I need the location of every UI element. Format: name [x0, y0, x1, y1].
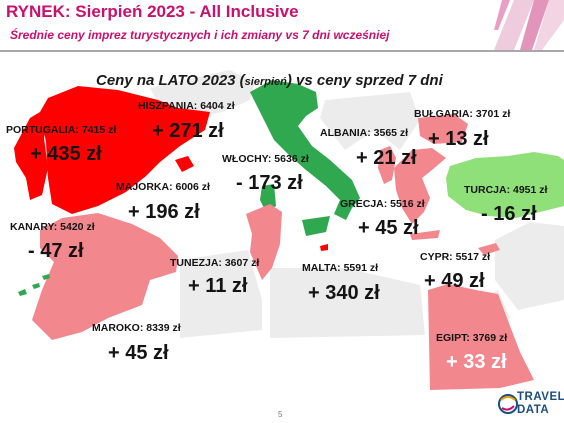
page-title: RYNEK: Sierpień 2023 - All Inclusive	[6, 2, 299, 21]
canary-islands-shape	[18, 274, 50, 296]
levant-land	[495, 222, 564, 310]
bulgaria-shape	[418, 114, 468, 144]
spain-shape	[40, 86, 210, 214]
page-number: 5	[278, 410, 283, 419]
logo-globe-icon	[498, 394, 518, 414]
malta-change-label: + 340 zł	[308, 282, 380, 304]
tunisia-shape	[246, 204, 282, 280]
maroko-change-label: + 45 zł	[108, 342, 169, 364]
tunezja-change-label: + 11 zł	[188, 275, 248, 297]
balkans-land	[320, 92, 420, 150]
sicily-shape	[302, 216, 330, 236]
header-divider	[0, 50, 564, 52]
hiszpania-change-label: + 271 zł	[152, 120, 224, 142]
tunezja-price-label: TUNEZJA: 3607 zł	[170, 257, 260, 269]
header-accent-pattern	[494, 0, 564, 50]
maroko-price-label: MAROKO: 8339 zł	[92, 322, 181, 334]
bulgaria-change-label: + 13 zł	[428, 128, 489, 150]
sardinia-shape	[260, 184, 276, 212]
morocco-shape	[32, 213, 178, 340]
wlochy-price-label: WŁOCHY: 5636 zł	[222, 153, 309, 165]
albania-price-label: ALBANIA: 3565 zł	[320, 127, 409, 139]
egipt-change-label: + 33 zł	[446, 351, 507, 373]
grecja-change-label: + 45 zł	[358, 217, 419, 239]
portugal-shape	[14, 112, 48, 200]
logo-text-line-1: TRAVEL	[517, 391, 564, 403]
map-title: Ceny na LATO 2023 (sierpień) vs ceny spr…	[96, 72, 443, 89]
portugalia-price-label: PORTUGALIA: 7415 zł	[6, 124, 117, 136]
travel-data-logo: TRAVEL DATA	[497, 388, 564, 422]
albania-shape	[378, 146, 396, 184]
italy-shape	[250, 80, 360, 220]
majorka-price-label: MAJORKA: 6006 zł	[116, 181, 210, 193]
albania-change-label: + 21 zł	[356, 147, 417, 169]
turcja-price-label: TURCJA: 4951 zł	[464, 184, 548, 196]
grecja-price-label: GRECJA: 5516 zł	[340, 198, 425, 210]
algeria-land	[180, 250, 262, 338]
turkey-shape	[446, 152, 564, 218]
wlochy-change-label: - 173 zł	[236, 172, 303, 194]
page-subtitle: Średnie ceny imprez turystycznych i ich …	[10, 28, 390, 42]
crete-shape	[410, 230, 440, 240]
cypr-change-label: + 49 zł	[424, 270, 485, 292]
majorka-change-label: + 196 zł	[128, 201, 200, 223]
logo-text-line-2: DATA	[517, 404, 550, 416]
kanary-price-label: KANARY: 5420 zł	[10, 221, 95, 233]
egypt-shape	[428, 284, 534, 390]
turcja-change-label: - 16 zł	[481, 203, 537, 225]
cypr-price-label: CYPR: 5517 zł	[420, 251, 491, 263]
bulgaria-price-label: BUŁGARIA: 3701 zł	[414, 108, 511, 120]
libya-land	[270, 268, 425, 338]
majorca-shape	[175, 156, 194, 172]
portugalia-change-label: + 435 zł	[30, 143, 102, 165]
egipt-price-label: EGIPT: 3769 zł	[436, 332, 508, 344]
france-land	[150, 70, 255, 118]
kanary-change-label: - 47 zł	[28, 240, 84, 262]
hiszpania-price-label: HISZPANIA: 6404 zł	[138, 100, 235, 112]
malta-shape	[320, 244, 328, 251]
malta-price-label: MALTA: 5591 zł	[302, 262, 379, 274]
greece-shape	[394, 148, 446, 224]
cyprus-shape	[478, 243, 500, 255]
